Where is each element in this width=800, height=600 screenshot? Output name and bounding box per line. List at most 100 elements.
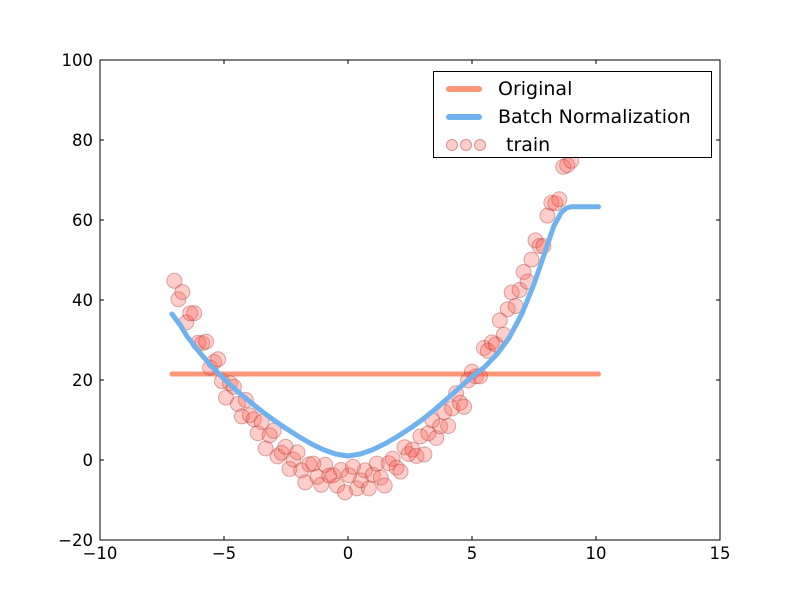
train-point <box>547 195 564 212</box>
x-tick-label: 15 <box>710 544 731 563</box>
y-tick-label: 0 <box>83 451 94 470</box>
train-point <box>257 440 274 457</box>
train-scatter-swatch <box>446 139 490 151</box>
train-point <box>210 351 227 368</box>
train-point <box>475 340 492 356</box>
legend-label-train: train <box>506 133 551 156</box>
train-point <box>452 394 469 411</box>
train-point <box>249 425 266 442</box>
train-point <box>333 462 350 478</box>
train-point <box>388 459 405 476</box>
x-tick-label: −5 <box>212 544 236 563</box>
train-point <box>456 398 473 415</box>
legend-label-original: Original <box>498 77 573 100</box>
y-tick-label: 60 <box>72 211 93 230</box>
train-point <box>444 400 461 417</box>
train-point <box>281 460 298 477</box>
train-point <box>293 462 310 479</box>
train-point <box>527 232 544 249</box>
legend-item-train: train <box>434 131 711 159</box>
train-point <box>404 441 421 458</box>
y-tick-label: 100 <box>62 51 94 70</box>
train-point <box>329 477 346 494</box>
train-point <box>360 480 377 497</box>
train-point <box>301 456 318 473</box>
train-point <box>166 272 183 289</box>
train-point <box>285 451 302 468</box>
train-point <box>340 467 357 484</box>
legend-label-batch-normalization: Batch Normalization <box>498 105 691 128</box>
train-point <box>305 455 322 472</box>
train-point <box>364 466 381 483</box>
train-point <box>198 333 215 350</box>
train-point <box>321 467 338 484</box>
train-point <box>555 158 572 175</box>
train-point <box>344 458 361 475</box>
train-marker-icon <box>474 139 486 151</box>
train-point <box>551 191 568 208</box>
original-line-swatch <box>446 86 482 92</box>
train-point <box>380 455 397 472</box>
x-tick-label: 10 <box>586 544 607 563</box>
train-point <box>297 474 314 491</box>
train-point <box>289 444 306 461</box>
legend: Original Batch Normalization train <box>433 71 712 158</box>
train-point <box>539 207 556 224</box>
y-tick-label: 20 <box>72 371 93 390</box>
train-point <box>408 448 425 464</box>
train-point <box>400 446 417 462</box>
train-point <box>182 305 199 322</box>
train-point <box>317 456 334 473</box>
train-point <box>265 422 282 439</box>
train-point <box>217 389 234 406</box>
train-point <box>277 438 294 455</box>
train-point <box>479 342 496 359</box>
train-point <box>432 418 449 435</box>
train-point <box>416 446 433 463</box>
train-point <box>503 284 520 301</box>
train-point <box>396 439 413 456</box>
x-tick-label: 0 <box>343 544 354 563</box>
train-point <box>392 463 409 480</box>
train-point <box>337 484 354 501</box>
train-scatter <box>166 152 580 501</box>
train-point <box>273 444 290 461</box>
y-axis: −20 0 20 40 60 80 100 <box>58 51 720 550</box>
x-tick-label: 5 <box>467 544 478 563</box>
train-point <box>348 480 365 497</box>
train-point <box>229 396 246 412</box>
y-tick-label: −20 <box>58 531 93 550</box>
train-point <box>523 251 540 268</box>
legend-item-batch-normalization: Batch Normalization <box>434 103 711 131</box>
train-point <box>309 468 326 485</box>
train-point <box>170 291 187 308</box>
train-point <box>313 476 330 493</box>
batch-normalization-line-swatch <box>446 114 482 120</box>
train-marker-icon <box>460 139 472 151</box>
train-point <box>368 455 385 472</box>
train-point <box>174 284 191 300</box>
x-axis: −10 −5 0 5 10 15 <box>83 60 731 563</box>
train-point <box>440 418 457 434</box>
train-point <box>376 477 393 494</box>
train-point <box>356 462 373 479</box>
train-point <box>352 472 369 489</box>
train-point <box>372 469 389 486</box>
train-point <box>241 407 258 424</box>
train-point <box>428 430 445 446</box>
train-point <box>269 448 286 465</box>
train-marker-icon <box>446 139 458 151</box>
y-tick-label: 80 <box>72 131 93 150</box>
train-point <box>261 427 278 444</box>
train-point <box>543 194 560 211</box>
batch-normalization-line <box>169 204 601 459</box>
train-point <box>253 414 270 430</box>
train-point <box>511 282 528 298</box>
train-point <box>233 408 250 425</box>
train-point <box>499 301 516 318</box>
train-point <box>412 428 429 445</box>
train-point <box>491 312 508 329</box>
legend-item-original: Original <box>434 75 711 103</box>
train-point <box>325 467 342 484</box>
